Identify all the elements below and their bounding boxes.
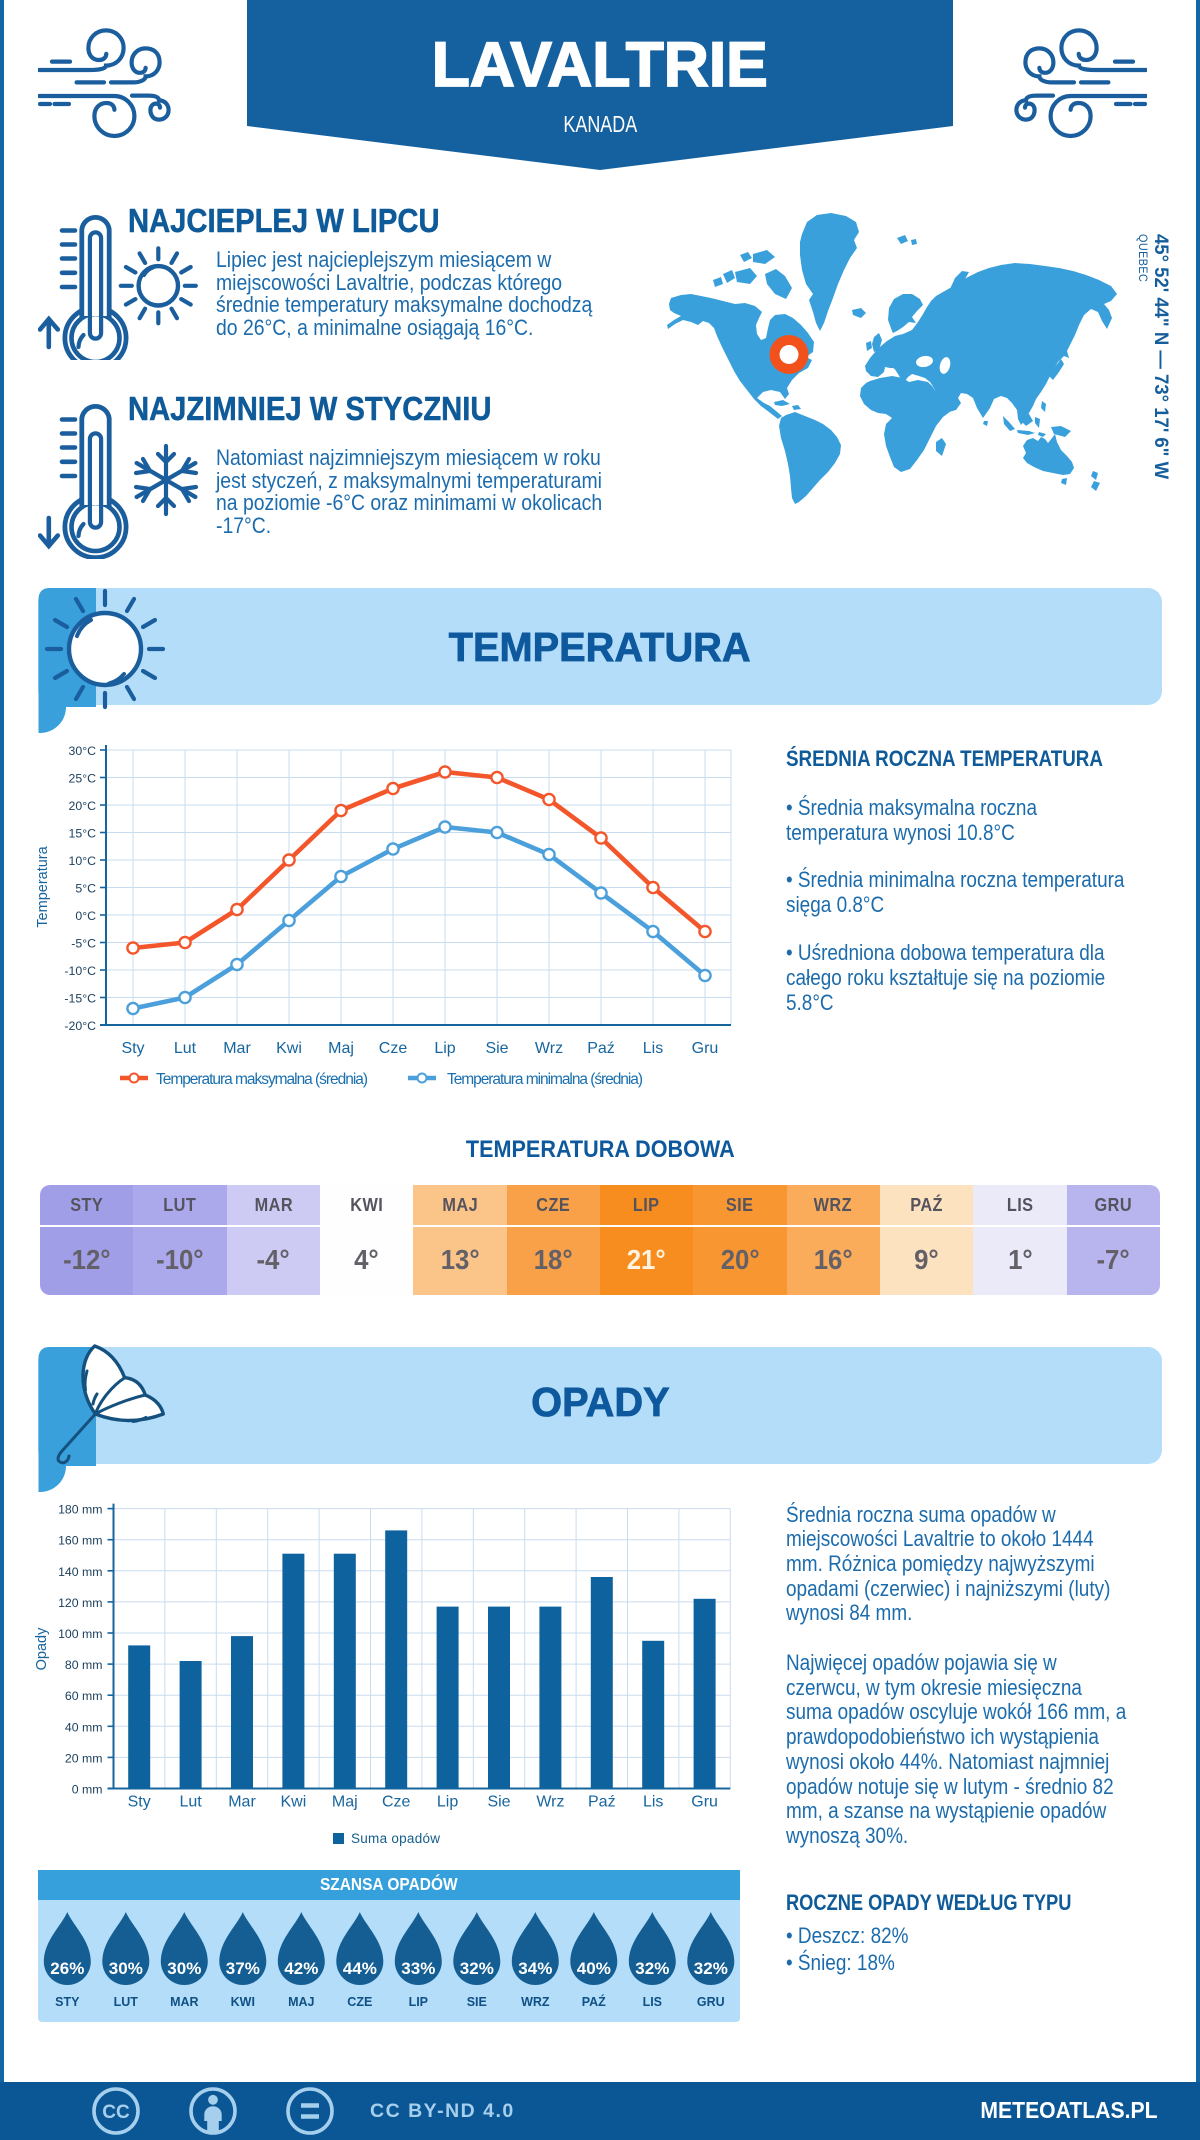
svg-text:20 mm: 20 mm	[65, 1751, 103, 1765]
svg-text:Lip: Lip	[434, 1040, 455, 1057]
svg-text:LUT: LUT	[114, 1995, 139, 2009]
svg-text:34%: 34%	[518, 1959, 552, 1978]
svg-text:Opady: Opady	[34, 1627, 50, 1670]
svg-text:30%: 30%	[167, 1959, 201, 1978]
svg-text:60 mm: 60 mm	[65, 1689, 103, 1703]
svg-text:15°C: 15°C	[69, 827, 97, 841]
svg-text:Gru: Gru	[692, 1040, 719, 1057]
svg-text:80 mm: 80 mm	[65, 1658, 103, 1672]
svg-text:32%: 32%	[460, 1959, 494, 1978]
svg-text:100 mm: 100 mm	[58, 1627, 102, 1641]
svg-text:CZE: CZE	[347, 1995, 372, 2009]
svg-text:STY: STY	[55, 1995, 80, 2009]
svg-text:-10°C: -10°C	[64, 964, 96, 978]
svg-text:Sie: Sie	[487, 1794, 510, 1811]
svg-text:Paź: Paź	[588, 1794, 616, 1811]
svg-text:-15°C: -15°C	[64, 992, 96, 1006]
svg-text:Sty: Sty	[128, 1794, 151, 1811]
svg-text:37%: 37%	[226, 1959, 260, 1978]
svg-text:0°C: 0°C	[75, 909, 96, 923]
svg-text:PAŹ: PAŹ	[582, 1994, 606, 2009]
svg-text:40%: 40%	[577, 1959, 611, 1978]
svg-text:140 mm: 140 mm	[58, 1565, 102, 1579]
svg-text:Lis: Lis	[643, 1794, 663, 1811]
svg-text:Paź: Paź	[587, 1040, 615, 1057]
svg-text:Sty: Sty	[121, 1040, 144, 1057]
svg-text:-20°C: -20°C	[64, 1019, 96, 1033]
svg-text:Sie: Sie	[485, 1040, 508, 1057]
svg-text:30%: 30%	[109, 1959, 143, 1978]
svg-text:32%: 32%	[635, 1959, 669, 1978]
svg-text:SIE: SIE	[467, 1995, 487, 2009]
svg-text:Lut: Lut	[174, 1040, 197, 1057]
svg-text:5°C: 5°C	[75, 882, 96, 896]
svg-text:Cze: Cze	[379, 1040, 408, 1057]
svg-text:Maj: Maj	[328, 1040, 354, 1057]
svg-text:Gru: Gru	[691, 1794, 718, 1811]
svg-text:Kwi: Kwi	[276, 1040, 302, 1057]
svg-text:Maj: Maj	[332, 1794, 358, 1811]
svg-text:44%: 44%	[343, 1959, 377, 1978]
svg-text:33%: 33%	[401, 1959, 435, 1978]
svg-text:Temperatura minimalna (średnia: Temperatura minimalna (średnia)	[447, 1071, 643, 1088]
svg-text:Suma opadów: Suma opadów	[351, 1831, 440, 1846]
svg-text:GRU: GRU	[697, 1995, 725, 2009]
svg-text:LIP: LIP	[409, 1995, 428, 2009]
svg-text:120 mm: 120 mm	[58, 1596, 102, 1610]
svg-text:CC: CC	[102, 2102, 130, 2123]
svg-text:42%: 42%	[284, 1959, 318, 1978]
svg-text:40 mm: 40 mm	[65, 1720, 103, 1734]
svg-text:MAJ: MAJ	[288, 1995, 314, 2009]
svg-text:32%: 32%	[694, 1959, 728, 1978]
svg-text:LIS: LIS	[643, 1995, 662, 2009]
svg-text:Lis: Lis	[643, 1040, 663, 1057]
svg-text:Lip: Lip	[437, 1794, 458, 1811]
svg-text:Mar: Mar	[228, 1794, 256, 1811]
svg-text:160 mm: 160 mm	[58, 1534, 102, 1548]
svg-text:KWI: KWI	[231, 1995, 255, 2009]
svg-text:Cze: Cze	[382, 1794, 411, 1811]
svg-text:0 mm: 0 mm	[72, 1783, 103, 1797]
svg-text:Temperatura maksymalna (średni: Temperatura maksymalna (średnia)	[156, 1071, 368, 1088]
svg-text:180 mm: 180 mm	[58, 1503, 102, 1517]
svg-text:30°C: 30°C	[69, 744, 97, 758]
svg-text:26%: 26%	[50, 1959, 84, 1978]
svg-text:WRZ: WRZ	[521, 1995, 550, 2009]
svg-text:Wrz: Wrz	[535, 1040, 563, 1057]
svg-text:Temperatura: Temperatura	[35, 845, 51, 927]
svg-text:10°C: 10°C	[69, 854, 97, 868]
svg-text:-5°C: -5°C	[71, 937, 96, 951]
svg-text:Lut: Lut	[179, 1794, 202, 1811]
svg-text:25°C: 25°C	[69, 772, 97, 786]
svg-text:Wrz: Wrz	[536, 1794, 564, 1811]
svg-text:MAR: MAR	[170, 1995, 198, 2009]
svg-text:Kwi: Kwi	[281, 1794, 307, 1811]
svg-text:Mar: Mar	[223, 1040, 251, 1057]
svg-text:20°C: 20°C	[69, 799, 97, 813]
